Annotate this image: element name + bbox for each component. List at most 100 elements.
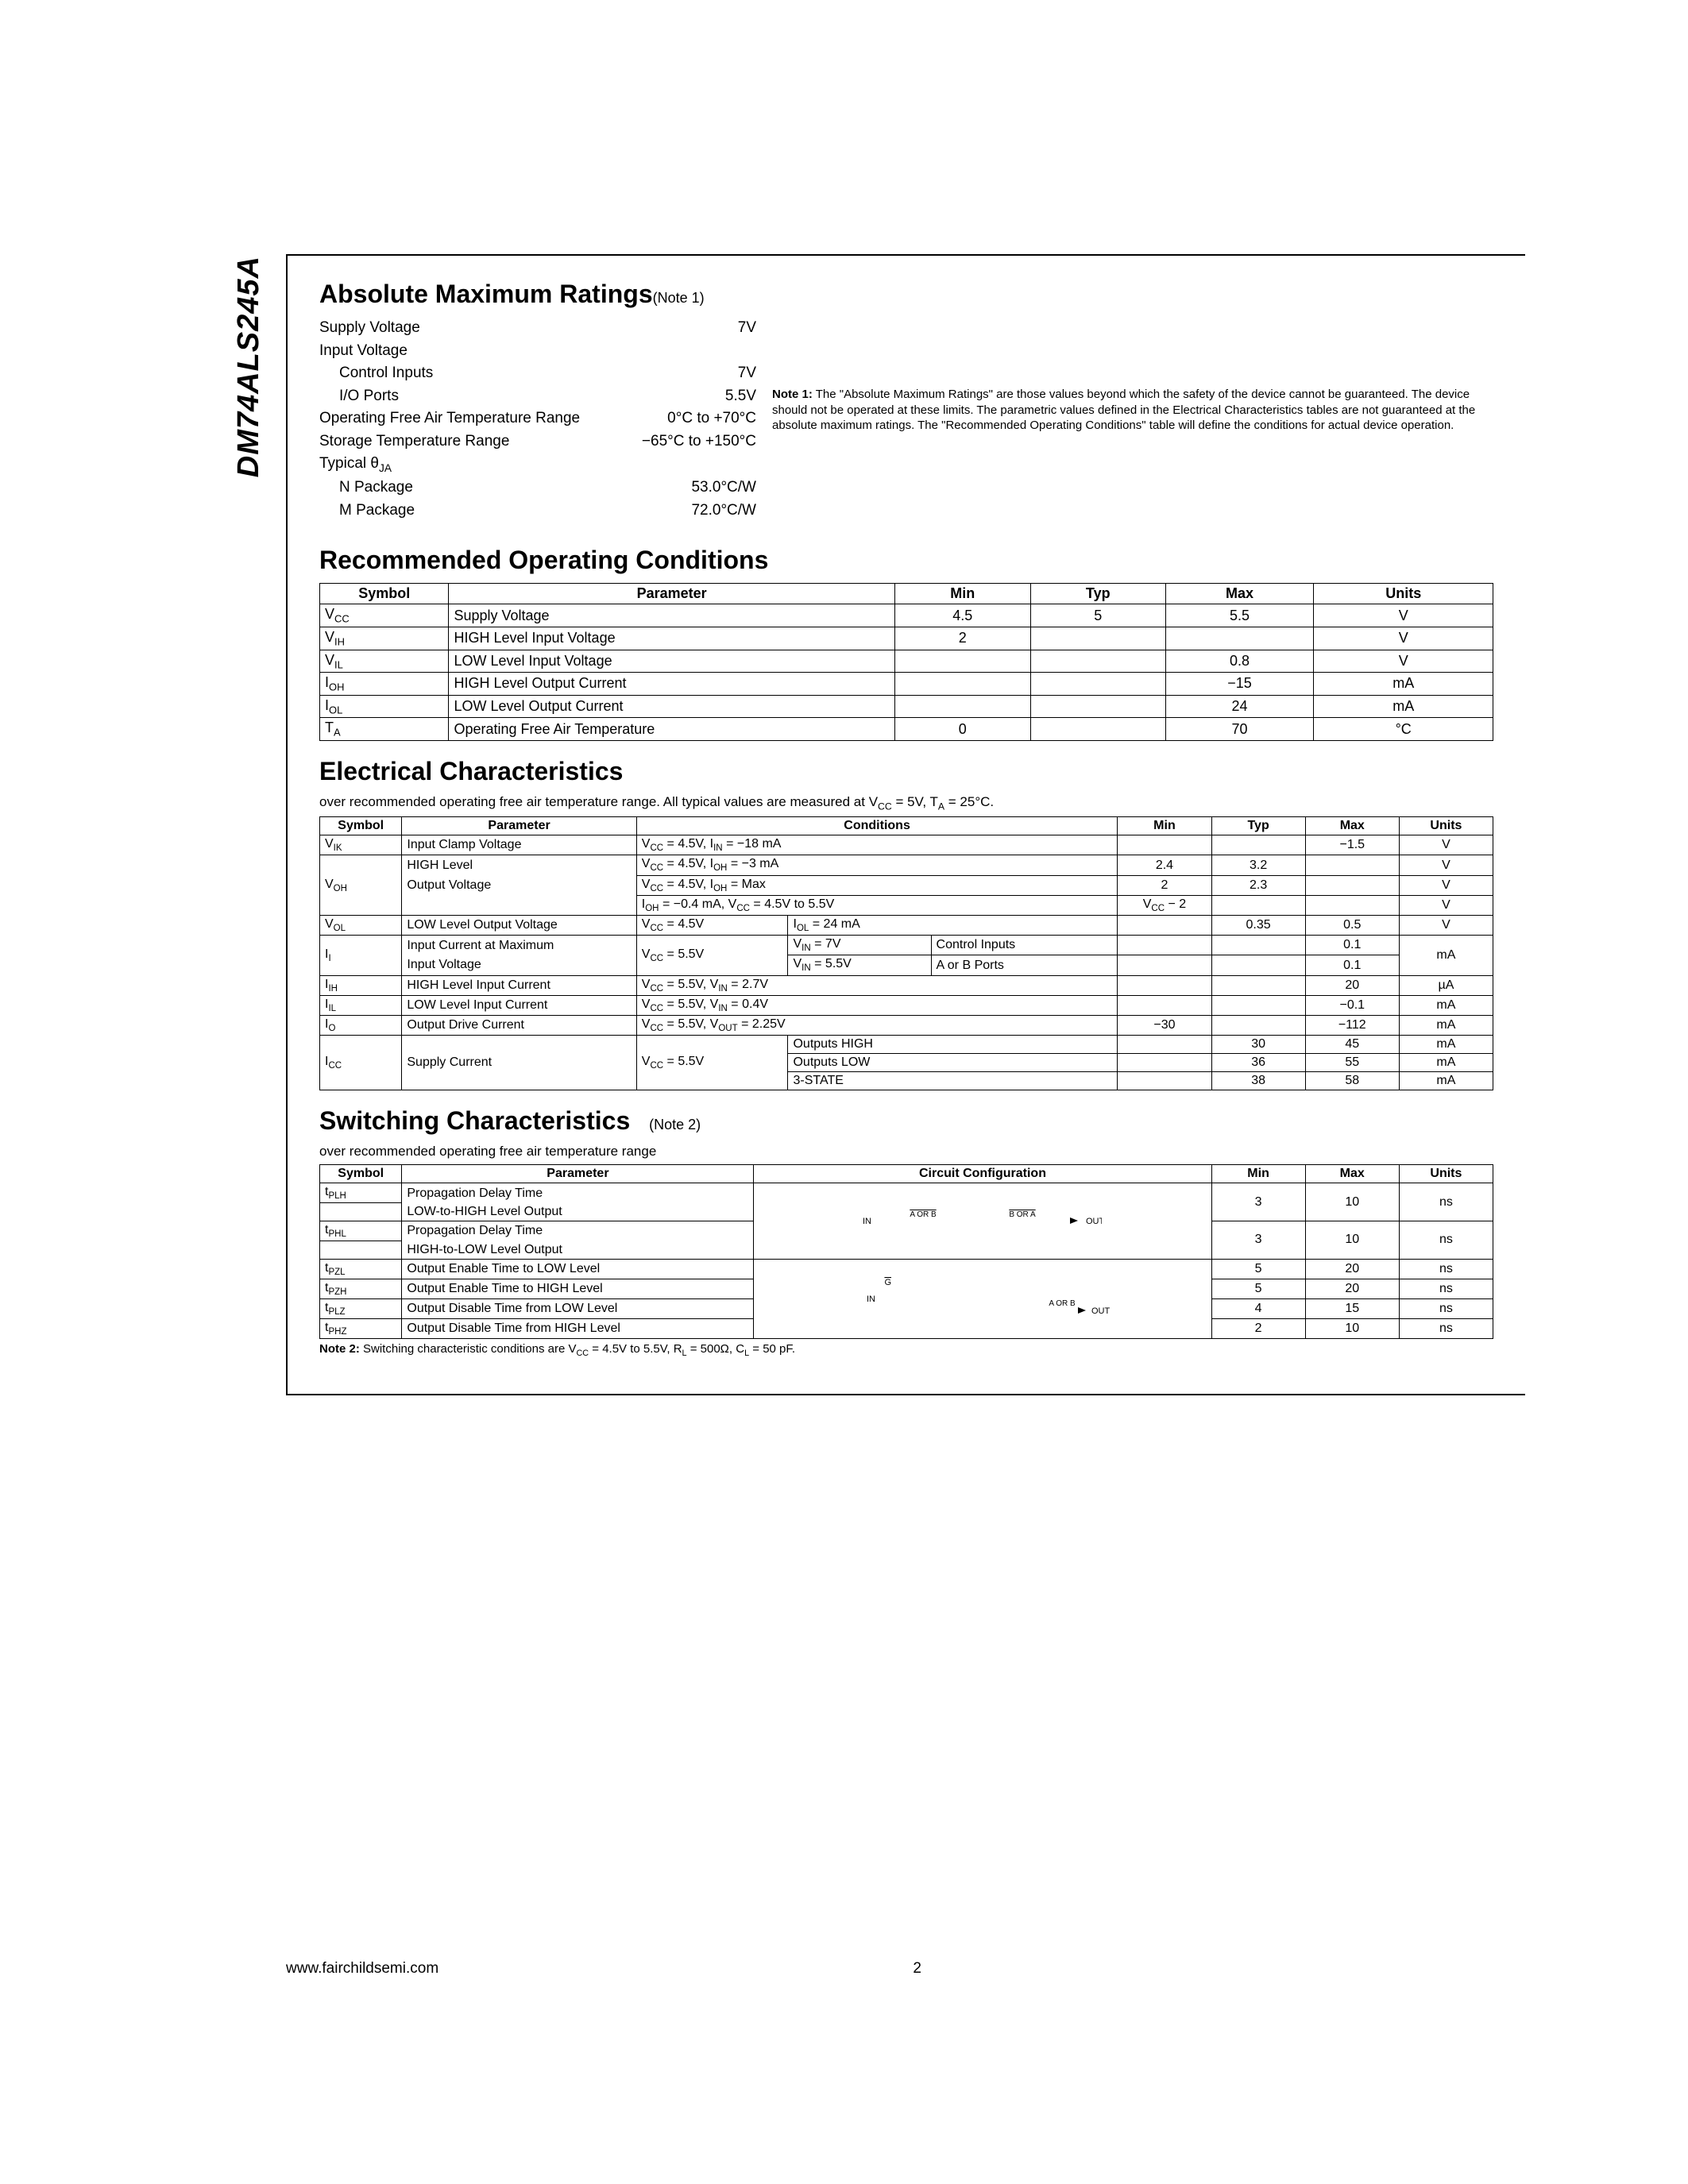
- ec-h-units: Units: [1399, 817, 1493, 835]
- ec-h-cond: Conditions: [636, 817, 1118, 835]
- roc-units: mA: [1314, 695, 1493, 718]
- ec-h-param: Parameter: [402, 817, 636, 835]
- roc-header: Units: [1314, 584, 1493, 604]
- ec-header-row: Symbol Parameter Conditions Min Typ Max …: [320, 817, 1493, 835]
- roc-symbol: VIL: [320, 650, 449, 673]
- part-number: DM74ALS245A: [232, 256, 266, 477]
- ec-h-max: Max: [1305, 817, 1399, 835]
- svg-text:OUT: OUT: [1086, 1217, 1102, 1226]
- roc-units: V: [1314, 650, 1493, 673]
- roc-header: Min: [894, 584, 1030, 604]
- svg-text:IN: IN: [863, 1217, 871, 1226]
- roc-param: LOW Level Output Current: [449, 695, 894, 718]
- ec-row: VOHHIGH LevelVCC = 4.5V, IOH = −3 mA2.43…: [320, 855, 1493, 875]
- ec-row: ICCSupply CurrentVCC = 5.5VOutputs HIGH3…: [320, 1036, 1493, 1054]
- roc-symbol: VIH: [320, 627, 449, 650]
- abs-label: I/O Ports: [319, 385, 399, 408]
- page-frame: DM74ALS245A Absolute Maximum Ratings(Not…: [286, 254, 1525, 1395]
- roc-param: LOW Level Input Voltage: [449, 650, 894, 673]
- abs-row: Operating Free Air Temperature Range0°C …: [319, 407, 756, 430]
- sw-h-units: Units: [1399, 1165, 1493, 1183]
- roc-min: 4.5: [894, 604, 1030, 627]
- sw-subtitle: over recommended operating free air temp…: [319, 1144, 1493, 1160]
- buffer-diagram-icon: IN A OR B B OR A OUT: [863, 1201, 1102, 1241]
- abs-row: I/O Ports5.5V: [319, 385, 756, 408]
- roc-max: 24: [1165, 695, 1314, 718]
- ec-row: IOOutput Drive CurrentVCC = 5.5V, VOUT =…: [320, 1015, 1493, 1035]
- note1-label: Note 1:: [772, 388, 813, 401]
- nand-buffer-diagram-icon: GINA OR BOUT: [856, 1271, 1110, 1326]
- sw-note-ref: (Note 2): [649, 1117, 701, 1133]
- roc-max: 0.8: [1165, 650, 1314, 673]
- roc-min: [894, 695, 1030, 718]
- abs-list: Supply Voltage7VInput VoltageControl Inp…: [319, 317, 756, 522]
- note2-text: Switching characteristic conditions are …: [363, 1342, 795, 1356]
- abs-value: 53.0°C/W: [691, 477, 756, 500]
- roc-typ: [1030, 650, 1165, 673]
- abs-value: −65°C to +150°C: [642, 430, 756, 453]
- abs-label: Typical θJA: [319, 453, 392, 477]
- roc-row: VILLOW Level Input Voltage 0.8V: [320, 650, 1493, 673]
- roc-min: [894, 673, 1030, 696]
- abs-note: Note 1: The "Absolute Maximum Ratings" a…: [756, 317, 1493, 434]
- roc-table: SymbolParameterMinTypMaxUnits VCCSupply …: [319, 583, 1493, 741]
- abs-value: 7V: [738, 362, 756, 385]
- roc-symbol: TA: [320, 718, 449, 741]
- abs-row: Supply Voltage7V: [319, 317, 756, 340]
- abs-label: Storage Temperature Range: [319, 430, 509, 453]
- roc-min: 0: [894, 718, 1030, 741]
- page-footer: www.fairchildsemi.com 2: [286, 1960, 1525, 1978]
- roc-row: TAOperating Free Air Temperature070°C: [320, 718, 1493, 741]
- abs-value: 7V: [738, 317, 756, 340]
- ec-row: Input VoltageVIN = 5.5VA or B Ports0.1: [320, 955, 1493, 975]
- roc-symbol: VCC: [320, 604, 449, 627]
- roc-max: 70: [1165, 718, 1314, 741]
- abs-section: Supply Voltage7VInput VoltageControl Inp…: [319, 317, 1493, 522]
- abs-label: M Package: [319, 500, 415, 523]
- roc-units: V: [1314, 604, 1493, 627]
- sw-title-text: Switching Characteristics: [319, 1106, 630, 1135]
- roc-min: [894, 650, 1030, 673]
- sw-h-max: Max: [1305, 1165, 1399, 1183]
- roc-symbol: IOH: [320, 673, 449, 696]
- abs-label: Input Voltage: [319, 340, 408, 363]
- sw-header-row: Symbol Parameter Circuit Configuration M…: [320, 1165, 1493, 1183]
- ec-row: Output VoltageVCC = 4.5V, IOH = Max22.3V: [320, 875, 1493, 895]
- roc-header-row: SymbolParameterMinTypMaxUnits: [320, 584, 1493, 604]
- roc-header: Max: [1165, 584, 1314, 604]
- note2-label: Note 2:: [319, 1342, 360, 1356]
- abs-label: N Package: [319, 477, 413, 500]
- roc-header: Parameter: [449, 584, 894, 604]
- abs-row: Control Inputs7V: [319, 362, 756, 385]
- roc-header: Typ: [1030, 584, 1165, 604]
- abs-label: Operating Free Air Temperature Range: [319, 407, 580, 430]
- ec-h-symbol: Symbol: [320, 817, 402, 835]
- roc-typ: [1030, 718, 1165, 741]
- roc-typ: [1030, 673, 1165, 696]
- ec-row: VIKInput Clamp VoltageVCC = 4.5V, IIN = …: [320, 835, 1493, 855]
- svg-text:A OR B: A OR B: [910, 1210, 937, 1219]
- svg-text:G: G: [884, 1278, 891, 1287]
- abs-row: Typical θJA: [319, 453, 756, 477]
- ec-row: IIHHIGH Level Input CurrentVCC = 5.5V, V…: [320, 975, 1493, 995]
- abs-row: Storage Temperature Range −65°C to +150°C: [319, 430, 756, 453]
- roc-max: [1165, 627, 1314, 650]
- roc-max: 5.5: [1165, 604, 1314, 627]
- ec-row: IOH = −0.4 mA, VCC = 4.5V to 5.5VVCC − 2…: [320, 895, 1493, 915]
- roc-row: VCCSupply Voltage4.555.5V: [320, 604, 1493, 627]
- ec-h-typ: Typ: [1211, 817, 1305, 835]
- ec-row: IIInput Current at MaximumVCC = 5.5VVIN …: [320, 936, 1493, 955]
- abs-title-text: Absolute Maximum Ratings: [319, 280, 653, 308]
- sw-h-cfg: Circuit Configuration: [754, 1165, 1211, 1183]
- ec-table: Symbol Parameter Conditions Min Typ Max …: [319, 816, 1493, 1090]
- abs-value: 72.0°C/W: [691, 500, 756, 523]
- roc-max: −15: [1165, 673, 1314, 696]
- ec-subtitle: over recommended operating free air temp…: [319, 794, 1493, 812]
- sw-row: tPZLOutput Enable Time to LOW LevelGINA …: [320, 1259, 1493, 1279]
- svg-text:B OR A: B OR A: [1009, 1210, 1036, 1219]
- roc-row: VIHHIGH Level Input Voltage2V: [320, 627, 1493, 650]
- roc-header: Symbol: [320, 584, 449, 604]
- roc-typ: [1030, 695, 1165, 718]
- abs-row: N Package 53.0°C/W: [319, 477, 756, 500]
- roc-min: 2: [894, 627, 1030, 650]
